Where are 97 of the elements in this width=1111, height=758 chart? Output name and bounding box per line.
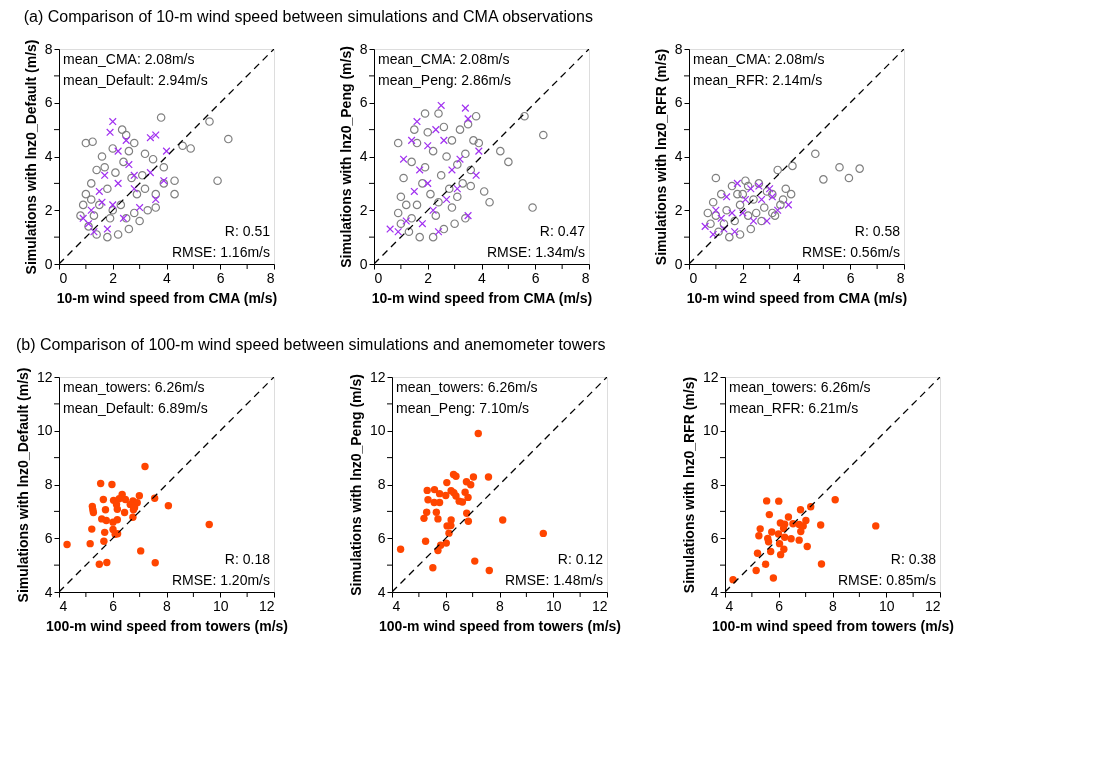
y-axis-title: Simulations with lnz0_Peng (m/s) bbox=[347, 374, 364, 596]
y-tick-label: 6 bbox=[44, 529, 53, 546]
x-tick-label: 2 bbox=[109, 269, 118, 286]
y-tick-label: 12 bbox=[702, 368, 719, 385]
y-axis-title: Simulations with lnz0_RFR (m/s) bbox=[680, 376, 697, 594]
annotation: mean_towers: 6.26m/s bbox=[729, 379, 871, 395]
annotation: R: 0.18 bbox=[224, 551, 271, 567]
annotation: R: 0.51 bbox=[224, 223, 271, 239]
y-tick-label: 8 bbox=[44, 40, 53, 57]
y-tick-label: 2 bbox=[44, 201, 53, 218]
x-tick-label: 10 bbox=[545, 597, 562, 614]
annotation: R: 0.38 bbox=[890, 551, 937, 567]
x-tick-label: 6 bbox=[846, 269, 855, 286]
annotation: RMSE: 1.20m/s bbox=[171, 572, 270, 588]
annotation: mean_Default: 2.94m/s bbox=[63, 72, 208, 88]
annotation: mean_towers: 6.26m/s bbox=[396, 379, 538, 395]
x-tick-label: 10 bbox=[212, 597, 229, 614]
annotation: R: 0.58 bbox=[854, 223, 901, 239]
y-tick-label: 8 bbox=[359, 40, 368, 57]
x-tick-label: 8 bbox=[163, 597, 172, 614]
y-tick-label: 10 bbox=[36, 422, 53, 439]
y-tick-label: 6 bbox=[674, 94, 683, 111]
x-tick-label: 8 bbox=[829, 597, 838, 614]
y-tick-label: 6 bbox=[710, 529, 719, 546]
y-tick-label: 8 bbox=[44, 476, 53, 492]
x-tick-label: 12 bbox=[924, 597, 941, 614]
y-axis-title: Simulations with lnz0_Default (m/s) bbox=[22, 39, 39, 275]
y-tick-label: 6 bbox=[359, 94, 368, 111]
annotation: R: 0.47 bbox=[539, 223, 586, 239]
annotation: mean_Default: 6.89m/s bbox=[63, 400, 208, 416]
y-tick-label: 8 bbox=[674, 40, 683, 57]
x-tick-label: 4 bbox=[478, 269, 487, 286]
x-tick-label: 6 bbox=[775, 597, 784, 614]
x-tick-label: 6 bbox=[531, 269, 540, 286]
x-tick-label: 4 bbox=[59, 597, 68, 614]
y-tick-label: 4 bbox=[710, 583, 719, 600]
x-tick-label: 10 bbox=[878, 597, 895, 614]
y-tick-label: 4 bbox=[44, 148, 53, 164]
y-tick-label: 4 bbox=[359, 148, 368, 164]
y-tick-label: 0 bbox=[44, 255, 53, 272]
annotation: R: 0.12 bbox=[557, 551, 604, 567]
x-tick-label: 6 bbox=[442, 597, 451, 614]
y-tick-label: 12 bbox=[369, 368, 386, 385]
y-tick-label: 4 bbox=[377, 583, 386, 600]
x-tick-label: 6 bbox=[109, 597, 118, 614]
x-tick-label: 8 bbox=[581, 269, 590, 286]
x-tick-label: 8 bbox=[496, 597, 505, 614]
x-tick-label: 8 bbox=[266, 269, 275, 286]
annotation: RMSE: 1.48m/s bbox=[504, 572, 603, 588]
y-tick-label: 2 bbox=[359, 201, 368, 218]
text: (a) Comparison of 10-m wind speed between simulations and CMA observations bbox=[23, 7, 593, 25]
y-axis-title: Simulations with lnz0_RFR (m/s) bbox=[652, 48, 669, 266]
x-tick-label: 4 bbox=[725, 597, 734, 614]
y-tick-label: 6 bbox=[377, 529, 386, 546]
annotation: mean_CMA: 2.08m/s bbox=[378, 51, 510, 67]
x-axis-title: 10-m wind speed from CMA (m/s) bbox=[686, 289, 908, 306]
x-axis-title: 100-m wind speed from towers (m/s) bbox=[712, 617, 954, 634]
x-tick-label: 12 bbox=[258, 597, 275, 614]
y-tick-label: 2 bbox=[674, 201, 683, 218]
y-tick-label: 4 bbox=[674, 148, 683, 164]
annotation: RMSE: 1.16m/s bbox=[171, 244, 270, 260]
x-tick-label: 2 bbox=[424, 269, 433, 286]
annotation: mean_RFR: 6.21m/s bbox=[729, 400, 859, 416]
y-tick-label: 6 bbox=[44, 94, 53, 111]
x-tick-label: 4 bbox=[392, 597, 401, 614]
x-axis-title: 100-m wind speed from towers (m/s) bbox=[379, 617, 621, 634]
x-tick-label: 4 bbox=[163, 269, 172, 286]
text: (b) Comparison of 100-m wind speed between simulations and anemometer towers bbox=[15, 335, 606, 353]
x-tick-label: 4 bbox=[793, 269, 802, 286]
y-axis-title: Simulations with lnz0_Peng (m/s) bbox=[337, 46, 354, 268]
x-axis-title: 10-m wind speed from CMA (m/s) bbox=[56, 289, 278, 306]
annotation: mean_CMA: 2.08m/s bbox=[693, 51, 825, 67]
y-tick-label: 0 bbox=[674, 255, 683, 272]
annotation: RMSE: 1.34m/s bbox=[486, 244, 585, 260]
x-tick-label: 6 bbox=[216, 269, 225, 286]
y-tick-label: 12 bbox=[36, 368, 53, 385]
annotation: RMSE: 0.85m/s bbox=[837, 572, 936, 588]
x-axis-title: 100-m wind speed from towers (m/s) bbox=[46, 617, 288, 634]
y-tick-label: 10 bbox=[702, 422, 719, 439]
y-tick-label: 8 bbox=[710, 476, 719, 492]
y-tick-label: 10 bbox=[369, 422, 386, 439]
annotation: mean_towers: 6.26m/s bbox=[63, 379, 205, 395]
annotation: mean_RFR: 2.14m/s bbox=[693, 72, 823, 88]
x-tick-label: 0 bbox=[59, 269, 68, 286]
annotation: mean_Peng: 7.10m/s bbox=[396, 400, 530, 416]
x-tick-label: 2 bbox=[739, 269, 748, 286]
annotation: RMSE: 0.56m/s bbox=[801, 244, 900, 260]
x-tick-label: 0 bbox=[689, 269, 698, 286]
x-tick-label: 8 bbox=[896, 269, 905, 286]
y-tick-label: 8 bbox=[377, 476, 386, 492]
annotation: mean_CMA: 2.08m/s bbox=[63, 51, 195, 67]
x-axis-title: 10-m wind speed from CMA (m/s) bbox=[371, 289, 593, 306]
y-tick-label: 4 bbox=[44, 583, 53, 600]
annotation: mean_Peng: 2.86m/s bbox=[378, 72, 512, 88]
y-tick-label: 0 bbox=[359, 255, 368, 272]
x-tick-label: 12 bbox=[591, 597, 608, 614]
y-axis-title: Simulations with lnz0_Default (m/s) bbox=[14, 367, 31, 603]
